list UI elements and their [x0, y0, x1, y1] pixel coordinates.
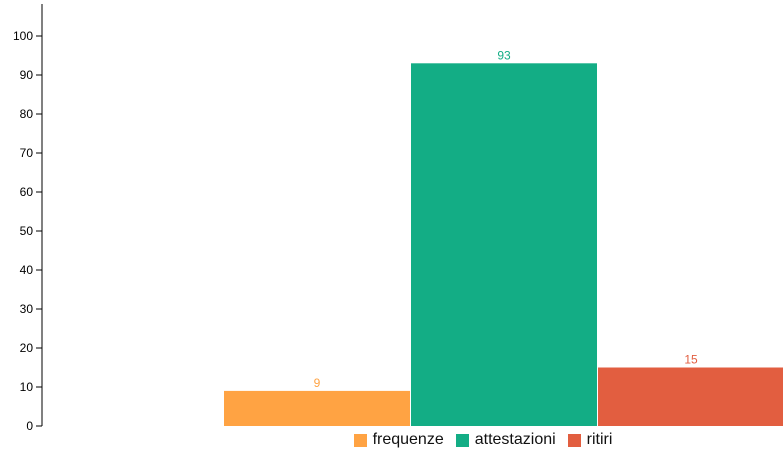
bars-group: [224, 63, 783, 427]
legend-item-attestazioni[interactable]: attestazioni: [455, 431, 556, 449]
legend: frequenze attestazioni ritiri: [0, 428, 783, 452]
y-tick-label: 40: [20, 263, 34, 277]
y-tick-label: 50: [20, 224, 34, 238]
y-tick-label: 80: [20, 107, 34, 121]
bar-attestazioni[interactable]: [411, 63, 597, 427]
y-tick-label: 0: [26, 419, 33, 430]
data-label-ritiri: 15: [684, 353, 698, 367]
bar-chart: 0 10 20 30 40 50 60 70 80 90 100 9 93 15: [13, 4, 783, 430]
bar-ritiri[interactable]: [598, 367, 783, 427]
y-tick-label: 20: [20, 341, 34, 355]
legend-label-ritiri: ritiri: [586, 431, 613, 448]
legend-swatch-frequenze: [353, 433, 367, 447]
legend-item-frequenze[interactable]: frequenze: [353, 431, 444, 449]
legend-label-frequenze: frequenze: [372, 431, 444, 448]
data-labels-group: 9 93 15: [314, 48, 698, 390]
legend-label-attestazioni: attestazioni: [474, 431, 556, 448]
y-tick-label: 10: [20, 380, 34, 394]
data-label-frequenze: 9: [314, 376, 321, 390]
y-tick-label: 60: [20, 185, 34, 199]
y-tick-label: 70: [20, 146, 34, 160]
data-label-attestazioni: 93: [497, 48, 511, 62]
y-tick-label: 30: [20, 302, 34, 316]
legend-swatch-attestazioni: [455, 433, 469, 447]
y-axis: 0 10 20 30 40 50 60 70 80 90 100: [13, 4, 43, 430]
y-tick-label: 90: [20, 68, 34, 82]
bar-frequenze[interactable]: [224, 390, 410, 426]
y-tick-label: 100: [13, 29, 33, 43]
legend-swatch-ritiri: [567, 433, 581, 447]
legend-item-ritiri[interactable]: ritiri: [567, 431, 613, 449]
